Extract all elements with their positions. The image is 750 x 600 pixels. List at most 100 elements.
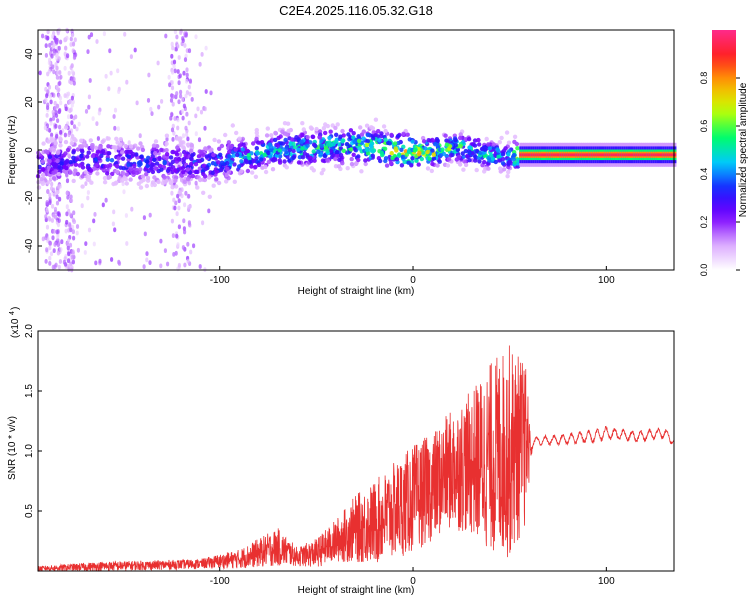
heatmap-cell — [170, 41, 174, 47]
heatmap-cell — [616, 153, 619, 157]
heatmap-cell — [68, 242, 73, 248]
heatmap-cell — [462, 159, 467, 164]
heatmap-cell — [235, 152, 240, 158]
heatmap-cell — [171, 94, 175, 99]
heatmap-cell — [86, 150, 91, 155]
heatmap-cell — [194, 180, 198, 186]
heatmap-cell — [297, 155, 303, 160]
heatmap-cell — [74, 157, 80, 162]
heatmap-cell — [209, 147, 214, 152]
heatmap-cell — [71, 249, 75, 255]
heatmap-cell — [273, 137, 278, 143]
heatmap-cell — [454, 157, 459, 162]
heatmap-cell — [47, 84, 52, 90]
heatmap-cell — [77, 121, 81, 127]
heatmap-cell — [575, 153, 578, 157]
heatmap-cell — [64, 45, 68, 51]
heatmap-cell — [45, 224, 50, 230]
heatmap-cell — [484, 136, 489, 142]
heatmap-cell — [157, 163, 163, 169]
heatmap-cell — [67, 114, 71, 120]
heatmap-cell — [183, 153, 188, 158]
heatmap-cell — [51, 147, 57, 153]
heatmap-cell — [269, 133, 274, 138]
heatmap-cell — [75, 126, 79, 132]
heatmap-cell — [338, 153, 344, 158]
spectrogram-y-tick-label: -20 — [24, 190, 35, 205]
heatmap-cell — [174, 162, 178, 168]
heatmap-cell — [300, 121, 305, 126]
heatmap-cell — [351, 152, 356, 157]
heatmap-cell — [226, 140, 232, 145]
heatmap-cell — [351, 135, 356, 140]
heatmap-cell — [397, 152, 402, 157]
heatmap-cell — [46, 165, 51, 170]
heatmap-cell — [59, 161, 64, 166]
heatmap-cell — [55, 103, 60, 109]
heatmap-cell — [311, 149, 316, 154]
heatmap-cell — [237, 136, 242, 141]
heatmap-cell — [668, 153, 671, 157]
heatmap-cell — [182, 150, 187, 155]
heatmap-cell — [164, 33, 168, 39]
heatmap-cell — [610, 153, 613, 157]
heatmap-cell — [51, 204, 55, 209]
heatmap-cell — [265, 126, 270, 131]
heatmap-cell — [176, 242, 180, 248]
heatmap-cell — [159, 238, 163, 244]
heatmap-cell — [138, 161, 143, 167]
heatmap-cell — [373, 117, 379, 122]
heatmap-cell — [291, 148, 296, 154]
heatmap-cell — [46, 189, 50, 195]
heatmap-cell — [299, 139, 304, 144]
heatmap-cell — [254, 146, 259, 151]
heatmap-cell — [86, 190, 90, 195]
heatmap-cell — [466, 136, 472, 142]
heatmap-cell — [92, 218, 96, 224]
heatmap-cell — [283, 137, 288, 143]
heatmap-cell — [608, 153, 611, 157]
heatmap-cell — [183, 262, 187, 268]
heatmap-cell — [214, 177, 219, 182]
snr-y-tick-label: 2.0 — [24, 324, 35, 338]
heatmap-cell — [113, 181, 118, 186]
heatmap-cell — [159, 263, 163, 269]
heatmap-cell — [301, 127, 306, 132]
heatmap-cell — [230, 123, 235, 128]
heatmap-cell — [563, 153, 567, 157]
heatmap-cell — [112, 114, 116, 119]
heatmap-cell — [182, 218, 186, 224]
heatmap-cell — [656, 153, 660, 157]
heatmap-cell — [53, 242, 57, 247]
heatmap-cell — [65, 190, 69, 196]
heatmap-cell — [356, 138, 362, 144]
heatmap-cell — [195, 185, 200, 190]
heatmap-cell — [499, 135, 504, 141]
heatmap-cell — [276, 135, 281, 141]
heatmap-cell — [246, 153, 251, 158]
heatmap-cell — [156, 60, 160, 66]
heatmap-cell — [180, 193, 184, 199]
heatmap-cell — [67, 132, 71, 138]
heatmap-cell — [426, 138, 431, 143]
heatmap-cell — [481, 150, 486, 156]
heatmap-cell — [319, 143, 324, 148]
heatmap-cell — [253, 174, 259, 179]
heatmap-cell — [401, 131, 406, 136]
heatmap-cell — [263, 164, 268, 170]
heatmap-cell — [209, 90, 213, 96]
heatmap-cell — [59, 39, 63, 45]
heatmap-cell — [138, 185, 144, 190]
heatmap-cell — [512, 134, 518, 139]
heatmap-cell — [325, 149, 330, 154]
heatmap-cell — [132, 163, 137, 168]
heatmap-cell — [588, 153, 592, 157]
spectrogram-panel: -100 0 100 -40 -20 0 20 40 Height of straight l… — [7, 27, 677, 297]
heatmap-cell — [107, 86, 111, 92]
heatmap-cell — [515, 158, 521, 163]
heatmap-cell — [336, 142, 342, 147]
heatmap-cell — [532, 153, 536, 157]
heatmap-cell — [217, 146, 222, 151]
heatmap-cell — [463, 137, 469, 142]
heatmap-cell — [399, 147, 404, 152]
